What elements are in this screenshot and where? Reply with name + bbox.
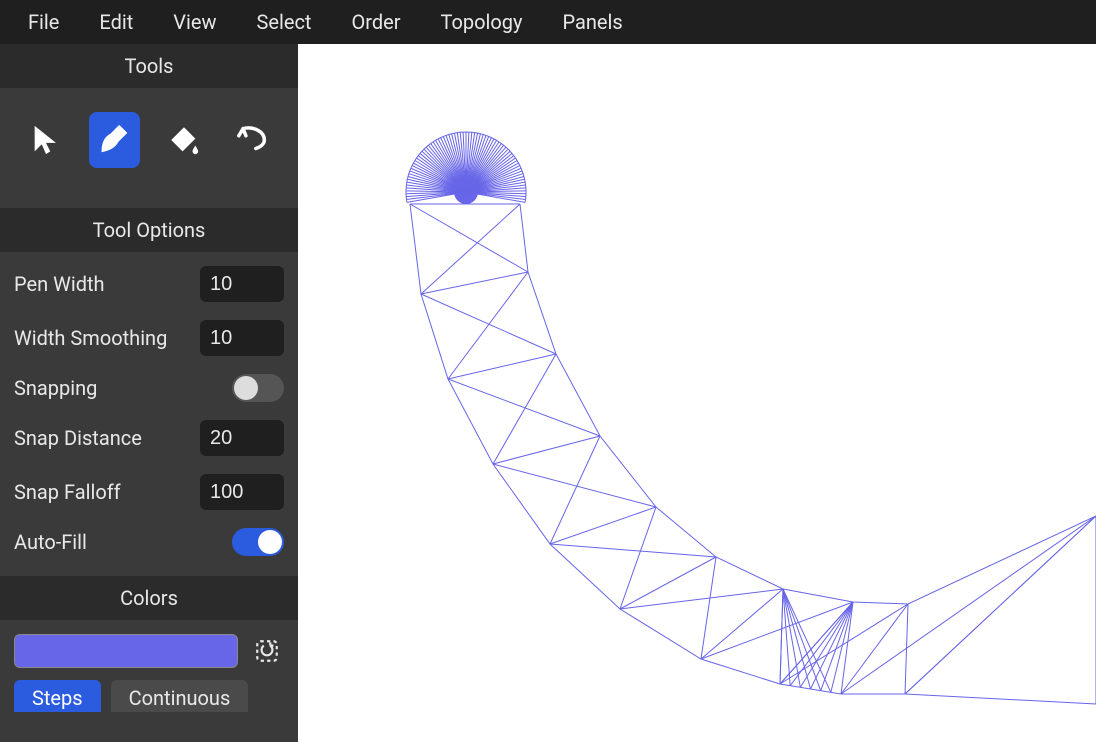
snap-distance-label: Snap Distance [14, 426, 142, 450]
bucket-tool[interactable] [158, 112, 209, 168]
menu-order[interactable]: Order [331, 2, 420, 42]
cursor-icon [29, 123, 63, 157]
colors-header: Colors [0, 576, 298, 620]
menu-file[interactable]: File [8, 2, 79, 42]
pen-width-input[interactable] [200, 266, 284, 302]
menu-panels[interactable]: Panels [542, 2, 642, 42]
menu-select[interactable]: Select [237, 2, 332, 42]
tab-steps[interactable]: Steps [14, 680, 101, 712]
lasso-icon [236, 123, 270, 157]
auto-fill-row: Auto-Fill [14, 528, 284, 556]
snap-falloff-input[interactable] [200, 474, 284, 510]
pen-width-label: Pen Width [14, 272, 105, 296]
pen-tool[interactable] [89, 112, 140, 168]
colors-body: Steps Continuous [0, 620, 298, 726]
pen-icon [98, 123, 132, 157]
sidebar: Tools Tool Options Pen Width Width Smoot… [0, 44, 298, 742]
canvas[interactable] [298, 44, 1096, 742]
menu-view[interactable]: View [153, 2, 236, 42]
tab-continuous[interactable]: Continuous [111, 680, 249, 712]
tools-header: Tools [0, 44, 298, 88]
width-smoothing-label: Width Smoothing [14, 326, 167, 350]
menubar: File Edit View Select Order Topology Pan… [0, 0, 1096, 44]
tools-row [0, 88, 298, 208]
snapping-row: Snapping [14, 374, 284, 402]
color-row [14, 634, 284, 668]
menu-topology[interactable]: Topology [420, 2, 542, 42]
snapping-toggle[interactable] [232, 374, 284, 402]
bucket-icon [167, 123, 201, 157]
tool-options-header: Tool Options [0, 208, 298, 252]
width-smoothing-input[interactable] [200, 320, 284, 356]
menu-edit[interactable]: Edit [79, 2, 153, 42]
color-sync-button[interactable] [250, 634, 284, 668]
snapping-label: Snapping [14, 376, 97, 400]
mesh-drawing [298, 44, 1096, 742]
snap-falloff-row: Snap Falloff [14, 474, 284, 510]
color-swatch[interactable] [14, 634, 238, 668]
auto-fill-toggle[interactable] [232, 528, 284, 556]
snap-falloff-label: Snap Falloff [14, 480, 121, 504]
snap-distance-input[interactable] [200, 420, 284, 456]
width-smoothing-row: Width Smoothing [14, 320, 284, 356]
lasso-tool[interactable] [227, 112, 278, 168]
cursor-tool[interactable] [20, 112, 71, 168]
snap-distance-row: Snap Distance [14, 420, 284, 456]
sync-icon [254, 638, 280, 664]
pen-width-row: Pen Width [14, 266, 284, 302]
color-tabs: Steps Continuous [14, 680, 284, 712]
auto-fill-label: Auto-Fill [14, 530, 87, 554]
tool-options: Pen Width Width Smoothing Snapping Snap … [0, 252, 298, 576]
